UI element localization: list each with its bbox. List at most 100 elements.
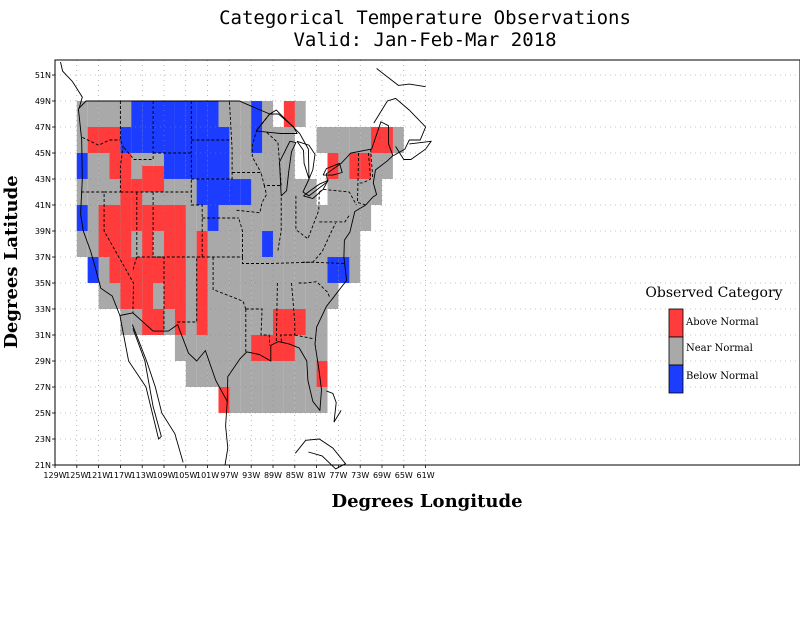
wi-mi-border [266, 131, 282, 186]
legend-swatch-above [668, 308, 684, 338]
near-normal-cell [229, 127, 241, 153]
near-normal-cell [294, 179, 306, 205]
near-normal-cell [240, 387, 252, 413]
near-normal-cell [262, 387, 273, 413]
above-normal-cell [153, 257, 164, 283]
near-normal-cell [262, 361, 273, 387]
near-normal-cell [349, 205, 361, 231]
state-outlines [60, 61, 433, 470]
near-normal-cell [196, 335, 208, 361]
above-normal-cell [120, 283, 132, 309]
above-normal-cell [174, 205, 186, 231]
legend: Observed Category Above Normal Near Norm… [645, 285, 783, 394]
near-normal-cell [240, 361, 252, 387]
near-normal-cell [316, 231, 328, 257]
lake-michigan [279, 140, 297, 197]
near-normal-cell [87, 231, 99, 257]
x-tick-label: 93W [242, 471, 260, 480]
below-normal-cell [251, 127, 263, 153]
x-axis-title: Degrees Longitude [331, 491, 522, 512]
above-normal-cell [283, 101, 295, 127]
y-tick-label: 51N [35, 71, 51, 80]
near-normal-cell [251, 153, 263, 179]
below-normal-cell [87, 257, 99, 283]
near-normal-cell [174, 335, 186, 361]
near-normal-cell [305, 335, 317, 361]
below-normal-cell [131, 101, 143, 127]
above-normal-cell [164, 283, 175, 309]
x-tick-label: 97W [220, 471, 238, 480]
near-normal-cell [316, 283, 328, 309]
y-tick-label: 33N [35, 305, 51, 314]
near-normal-cell [240, 205, 252, 231]
x-tick-label: 81W [308, 471, 326, 480]
near-normal-cell [305, 361, 317, 387]
near-normal-cell [207, 231, 219, 257]
near-normal-cell [164, 309, 175, 335]
near-normal-cell [273, 153, 284, 179]
co-nm-border [153, 152, 203, 323]
near-normal-cell [153, 231, 164, 257]
near-normal-cell [360, 179, 372, 205]
below-normal-cell [251, 101, 263, 127]
near-normal-cell [229, 101, 241, 127]
near-normal-cell [294, 283, 306, 309]
x-tick-label: 105W [174, 471, 197, 480]
canada-east-coast [373, 97, 427, 156]
above-normal-cell [164, 257, 175, 283]
below-normal-cell [174, 101, 186, 127]
bahamas-outline [326, 390, 342, 423]
near-normal-cell [131, 309, 143, 335]
below-normal-cell [174, 127, 186, 153]
above-normal-cell [196, 257, 208, 283]
near-normal-cell [164, 179, 175, 205]
y-tick-label: 31N [35, 331, 51, 340]
canada-west-coast [60, 61, 83, 109]
below-normal-cell [164, 127, 175, 153]
near-normal-cell [294, 101, 306, 127]
near-normal-cell [251, 309, 263, 335]
near-normal-cell [240, 101, 252, 127]
near-normal-cell [338, 205, 350, 231]
mason-dixon [319, 215, 350, 223]
near-normal-cell [207, 361, 219, 387]
above-normal-cell [109, 231, 121, 257]
near-normal-cell [316, 387, 328, 413]
below-normal-cell [327, 257, 339, 283]
near-normal-cell [98, 283, 110, 309]
near-normal-cell [153, 283, 164, 309]
lake-erie [303, 179, 330, 199]
near-normal-cell [240, 127, 252, 153]
near-normal-cell [240, 283, 252, 309]
above-normal-cell [98, 231, 110, 257]
near-normal-cell [218, 361, 230, 387]
near-normal-cell [283, 205, 295, 231]
y-tick-labels: 21N 23N 25N 27N 29N 31N 33N 35N 37N 39N 41N 43N 45N 4… [35, 71, 55, 470]
near-normal-cell [316, 335, 328, 361]
near-normal-cell [229, 153, 241, 179]
lat36-5-border [242, 257, 345, 264]
near-normal-cell [240, 153, 252, 179]
il-in-border [277, 195, 282, 251]
near-normal-cell [338, 127, 350, 153]
below-normal-cell [196, 101, 208, 127]
near-normal-cell [185, 205, 197, 231]
above-normal-cell [153, 205, 164, 231]
near-normal-cell [305, 257, 317, 283]
above-normal-cell [283, 309, 295, 335]
baja-coast [119, 315, 162, 440]
near-normal-cell [294, 257, 306, 283]
above-normal-cell [382, 127, 393, 153]
near-normal-cell [218, 283, 230, 309]
above-normal-cell [153, 166, 164, 192]
above-normal-cell [120, 153, 132, 179]
near-normal-cell [262, 205, 273, 231]
near-normal-cell [273, 127, 284, 153]
above-normal-cell [87, 127, 99, 153]
mn-wi-border [251, 113, 271, 173]
y-tick-label: 23N [35, 435, 51, 444]
near-normal-cell [305, 283, 317, 309]
near-normal-cell [273, 231, 284, 257]
